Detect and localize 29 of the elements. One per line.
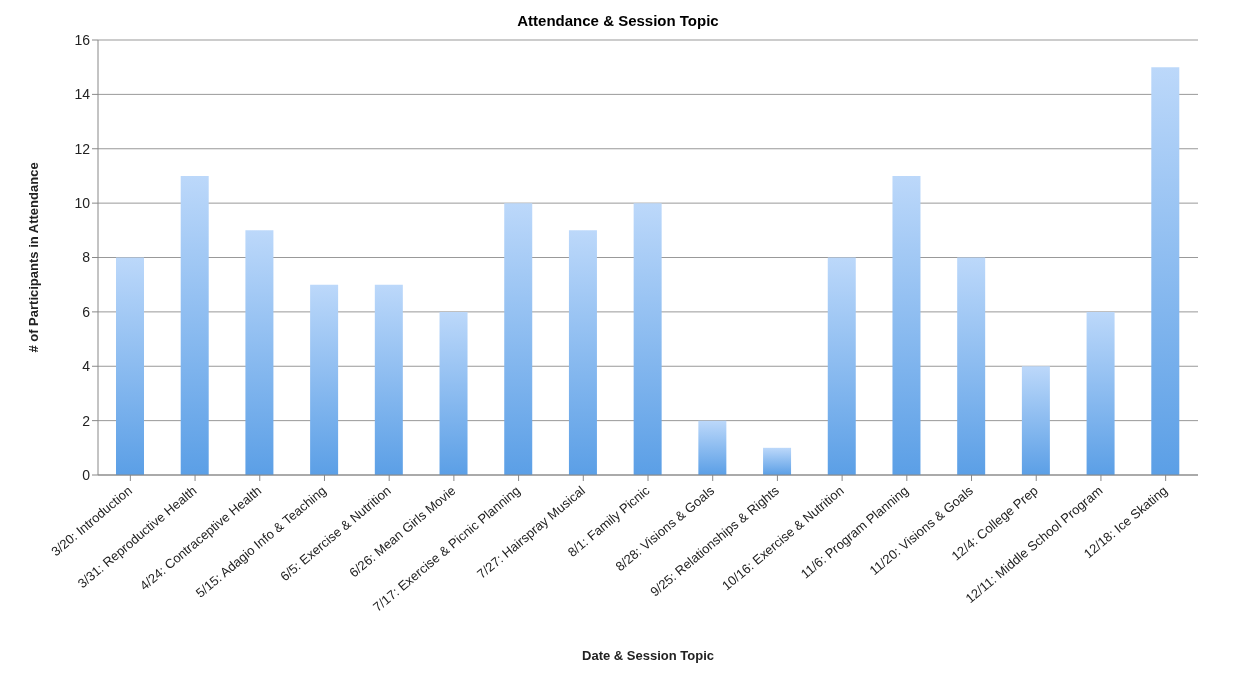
y-tick-label: 0 — [82, 466, 91, 483]
y-tick-label: 16 — [74, 31, 91, 48]
bar — [633, 203, 662, 475]
bar — [374, 284, 403, 475]
y-tick-label: 12 — [74, 140, 91, 157]
y-tick-label: 10 — [74, 195, 91, 212]
y-tick-label: 8 — [82, 249, 91, 266]
bar — [892, 175, 921, 475]
bar — [310, 284, 339, 475]
y-tick-label: 4 — [82, 358, 91, 375]
bar — [116, 257, 144, 475]
bar — [504, 203, 533, 475]
bar — [827, 257, 856, 475]
y-tick-label: 6 — [82, 303, 91, 320]
bar — [568, 230, 597, 475]
y-tick-label: 14 — [74, 86, 91, 103]
bar — [763, 447, 792, 475]
bar — [245, 230, 274, 475]
y-tick-label: 2 — [82, 412, 91, 429]
bar — [957, 257, 986, 475]
y-axis-title: # of Participants in Attendance — [25, 162, 41, 353]
bar — [1151, 67, 1180, 475]
bar — [1021, 366, 1050, 475]
bar — [698, 420, 727, 475]
x-axis-title: Date & Session Topic — [582, 648, 714, 663]
chart-title: Attendance & Session Topic — [516, 12, 720, 29]
bar — [439, 311, 468, 475]
bar — [180, 175, 209, 475]
bar — [1086, 311, 1115, 475]
